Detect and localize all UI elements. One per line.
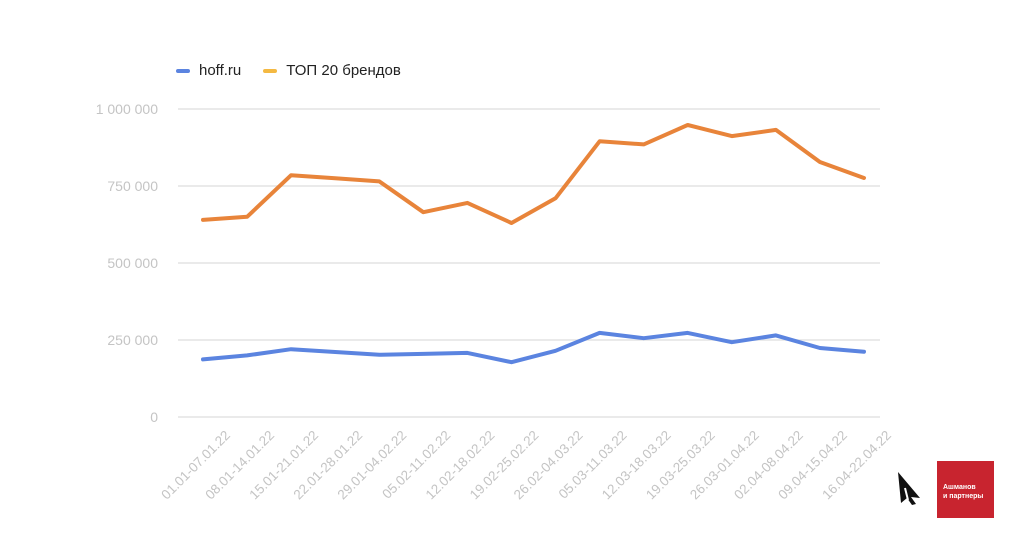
y-axis-ticks: 0 250 000 500 000 750 000 1 000 000 bbox=[96, 101, 159, 425]
series-line-top20 bbox=[201, 123, 866, 225]
logo-line-1: Ашманов bbox=[943, 484, 976, 491]
legend-swatch-hoff bbox=[176, 68, 190, 73]
y-tick-label: 0 bbox=[150, 409, 158, 425]
y-tick-label: 500 000 bbox=[107, 255, 158, 271]
logo-line-2: и партнеры bbox=[943, 493, 984, 500]
company-logo: Ашманов и партнеры bbox=[937, 461, 994, 518]
x-axis-ticks: 01.01-07.01.2208.01-14.01.2215.01-21.01.… bbox=[158, 428, 894, 503]
arrow-a-logo-icon bbox=[898, 472, 920, 505]
y-tick-label: 1 000 000 bbox=[96, 101, 158, 117]
gridlines bbox=[178, 108, 880, 418]
legend: hoff.ru ТОП 20 брендов bbox=[176, 62, 401, 79]
y-tick-label: 250 000 bbox=[107, 332, 158, 348]
legend-label-hoff: hoff.ru bbox=[199, 62, 242, 79]
legend-swatch-top20 bbox=[263, 68, 278, 73]
series-lines bbox=[201, 123, 866, 365]
legend-item-top20: ТОП 20 брендов bbox=[263, 62, 401, 79]
y-tick-label: 750 000 bbox=[107, 178, 158, 194]
legend-label-top20: ТОП 20 брендов bbox=[286, 62, 401, 79]
legend-item-hoff: hoff.ru bbox=[176, 62, 241, 79]
series-line-hoff bbox=[201, 330, 866, 365]
